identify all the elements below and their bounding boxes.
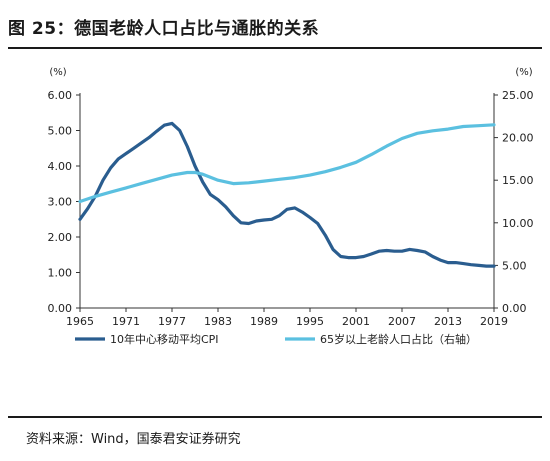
legend-label-aged-population: 65岁以上老龄人口占比（右轴） — [320, 332, 477, 346]
x-tick-label: 1995 — [296, 315, 324, 328]
y-left-tick-label: 4.00 — [48, 160, 73, 173]
source-note: 资料来源：Wind，国泰君安证券研究 — [26, 432, 241, 447]
x-tick-label: 1983 — [204, 315, 232, 328]
series-line-cpi-moving-average — [78, 121, 496, 268]
y-right-tick-label: 5.00 — [502, 259, 527, 272]
y-axis-left-unit: (%) — [49, 67, 66, 78]
figure-title: 图 25：德国老龄人口占比与通胀的关系 — [8, 19, 320, 39]
x-tick-label: 1989 — [250, 315, 278, 328]
x-tick-label: 2001 — [342, 315, 370, 328]
legend-label-cpi: 10年中心移动平均CPI — [110, 332, 219, 346]
x-tick-label: 2007 — [388, 315, 416, 328]
y-left-tick-label: 6.00 — [48, 89, 73, 102]
chart-plot-area — [78, 121, 496, 268]
y-right-tick-label: 10.00 — [502, 217, 534, 230]
chart-axes: (%) (%) 0.00 1.00 2.00 3.00 4.00 5.00 6.00 0.00 5.… — [48, 67, 534, 328]
x-tick-label: 2019 — [480, 315, 508, 328]
chart: (%) (%) 0.00 1.00 2.00 3.00 4.00 5.00 6.00 0.00 5.… — [48, 67, 534, 346]
y-right-tick-label: 0.00 — [502, 302, 527, 315]
y-left-tick-label: 1.00 — [48, 267, 73, 280]
source-divider — [8, 416, 542, 418]
y-right-tick-label: 20.00 — [502, 132, 534, 145]
x-tick-label: 1977 — [158, 315, 186, 328]
y-left-tick-label: 5.00 — [48, 125, 73, 138]
y-left-tick-label: 2.00 — [48, 231, 73, 244]
x-tick-label: 2013 — [434, 315, 462, 328]
x-tick-label: 1965 — [66, 315, 94, 328]
y-left-tick-label: 0.00 — [48, 302, 73, 315]
chart-legend: 10年中心移动平均CPI 65岁以上老龄人口占比（右轴） — [75, 332, 477, 346]
y-right-tick-label: 15.00 — [502, 174, 534, 187]
y-axis-right-unit: (%) — [515, 67, 532, 78]
y-left-tick-label: 3.00 — [48, 196, 73, 209]
y-right-tick-label: 25.00 — [502, 89, 534, 102]
series-line-aged-population-share — [78, 123, 496, 204]
title-divider — [8, 47, 542, 49]
x-tick-label: 1971 — [112, 315, 140, 328]
